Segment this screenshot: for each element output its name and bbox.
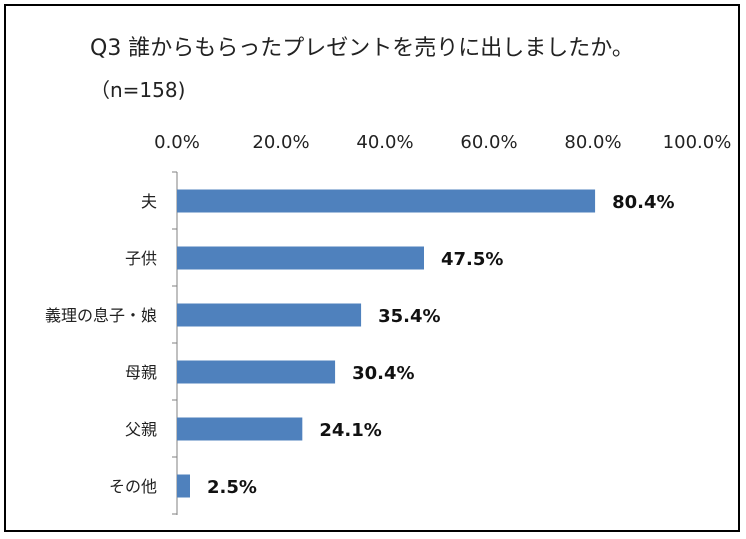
data-label: 24.1% xyxy=(319,420,381,441)
data-label: 2.5% xyxy=(207,477,257,498)
chart-subtitle: （n=158) xyxy=(90,78,186,102)
x-tick-label: 60.0% xyxy=(460,132,517,153)
bars xyxy=(177,189,596,498)
bar xyxy=(177,246,424,270)
bar xyxy=(177,303,362,327)
x-tick-label: 80.0% xyxy=(564,132,621,153)
x-tick-label: 40.0% xyxy=(356,132,413,153)
data-label: 35.4% xyxy=(378,306,440,327)
data-label: 80.4% xyxy=(612,192,674,213)
data-label: 47.5% xyxy=(441,249,503,270)
category-label: 夫 xyxy=(141,192,157,211)
data-labels: 80.4% 47.5% 35.4% 30.4% 24.1% 2.5% xyxy=(207,192,675,498)
category-label: 子供 xyxy=(125,249,157,268)
category-label: その他 xyxy=(109,477,157,496)
x-tick-label: 20.0% xyxy=(252,132,309,153)
category-label: 義理の息子・娘 xyxy=(45,306,157,325)
x-axis-ticks: 0.0% 20.0% 40.0% 60.0% 80.0% 100.0% xyxy=(154,132,732,515)
x-tick-label: 0.0% xyxy=(154,132,200,153)
bar xyxy=(177,360,336,384)
x-tick-label: 100.0% xyxy=(663,132,732,153)
bar xyxy=(177,417,303,441)
bar xyxy=(177,474,190,498)
chart-title: Q3 誰からもらったプレゼントを売りに出しましたか。 xyxy=(90,36,634,61)
category-label: 母親 xyxy=(125,363,157,382)
category-label: 父親 xyxy=(125,420,157,439)
bar xyxy=(177,189,596,213)
data-label: 30.4% xyxy=(352,363,414,384)
